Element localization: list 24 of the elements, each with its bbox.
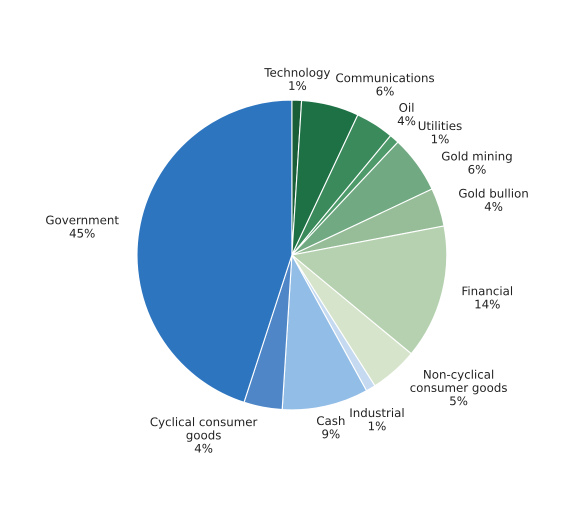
slice-label: Oil <box>399 102 414 112</box>
data-label: 1% <box>432 134 449 144</box>
slice-label: Financial <box>462 286 512 296</box>
slice-label: Industrial <box>350 408 404 418</box>
slice-label: Non-cyclical consumer goods <box>410 370 507 394</box>
slice-label: Gold mining <box>442 151 512 163</box>
data-label: 4% <box>194 444 212 453</box>
slice-label: Government <box>46 216 119 224</box>
data-label: 45% <box>70 228 95 238</box>
slice-label: Communications <box>336 73 434 82</box>
slice-label: Utilities <box>418 121 462 130</box>
data-label: 1% <box>368 421 386 430</box>
slice-label: Gold bullion <box>459 188 528 198</box>
data-label: 4% <box>398 116 416 126</box>
data-label: 6% <box>468 164 486 174</box>
data-label: 4% <box>484 202 502 211</box>
data-label: 6% <box>376 86 394 96</box>
data-label: 9% <box>322 429 340 438</box>
data-label: 5% <box>450 396 468 406</box>
data-label: 14% <box>475 300 500 309</box>
slice-label: Cash <box>316 416 344 426</box>
data-label: 1% <box>289 81 306 90</box>
slice-label: Cyclical consumer goods <box>150 417 258 442</box>
slice-label: Technology <box>264 68 330 80</box>
